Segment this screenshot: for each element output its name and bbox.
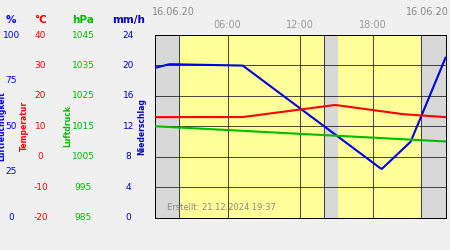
Text: 16.06.20: 16.06.20 bbox=[152, 7, 195, 17]
Text: -20: -20 bbox=[33, 213, 48, 222]
Text: 0: 0 bbox=[9, 213, 14, 222]
Text: 1045: 1045 bbox=[72, 30, 94, 40]
Text: 40: 40 bbox=[35, 30, 46, 40]
Text: 18:00: 18:00 bbox=[359, 20, 387, 30]
Text: 1035: 1035 bbox=[72, 61, 95, 70]
Text: 06:00: 06:00 bbox=[214, 20, 242, 30]
Bar bbox=[421, 35, 446, 218]
Text: 50: 50 bbox=[5, 122, 17, 131]
Text: 12:00: 12:00 bbox=[286, 20, 314, 30]
Bar bbox=[155, 35, 179, 218]
Text: 12: 12 bbox=[122, 122, 134, 131]
Text: hPa: hPa bbox=[72, 15, 94, 25]
Bar bbox=[324, 35, 337, 218]
Text: mm/h: mm/h bbox=[112, 15, 145, 25]
Text: 10: 10 bbox=[35, 122, 46, 131]
Text: 985: 985 bbox=[75, 213, 92, 222]
Text: 20: 20 bbox=[35, 91, 46, 100]
Text: 995: 995 bbox=[75, 182, 92, 192]
Text: °C: °C bbox=[34, 15, 47, 25]
Text: 16.06.20: 16.06.20 bbox=[405, 7, 448, 17]
Text: 20: 20 bbox=[122, 61, 134, 70]
Text: Luftdruck: Luftdruck bbox=[63, 105, 72, 147]
Text: -10: -10 bbox=[33, 182, 48, 192]
Text: 100: 100 bbox=[3, 30, 20, 40]
Text: 4: 4 bbox=[126, 182, 131, 192]
Text: Temperatur: Temperatur bbox=[20, 101, 29, 151]
Text: 30: 30 bbox=[35, 61, 46, 70]
Text: %: % bbox=[6, 15, 17, 25]
Text: Luftfeuchtigkeit: Luftfeuchtigkeit bbox=[0, 91, 6, 161]
Text: Niederschlag: Niederschlag bbox=[137, 98, 146, 155]
Text: 8: 8 bbox=[126, 152, 131, 161]
Text: 1015: 1015 bbox=[72, 122, 95, 131]
Text: 0: 0 bbox=[126, 213, 131, 222]
Text: 1025: 1025 bbox=[72, 91, 94, 100]
Text: 1005: 1005 bbox=[72, 152, 95, 161]
Text: 75: 75 bbox=[5, 76, 17, 85]
Text: 16: 16 bbox=[122, 91, 134, 100]
Text: 24: 24 bbox=[122, 30, 134, 40]
Text: 25: 25 bbox=[5, 168, 17, 176]
Text: Erstellt: 21.12.2024 19:37: Erstellt: 21.12.2024 19:37 bbox=[166, 203, 275, 212]
Text: 0: 0 bbox=[38, 152, 43, 161]
